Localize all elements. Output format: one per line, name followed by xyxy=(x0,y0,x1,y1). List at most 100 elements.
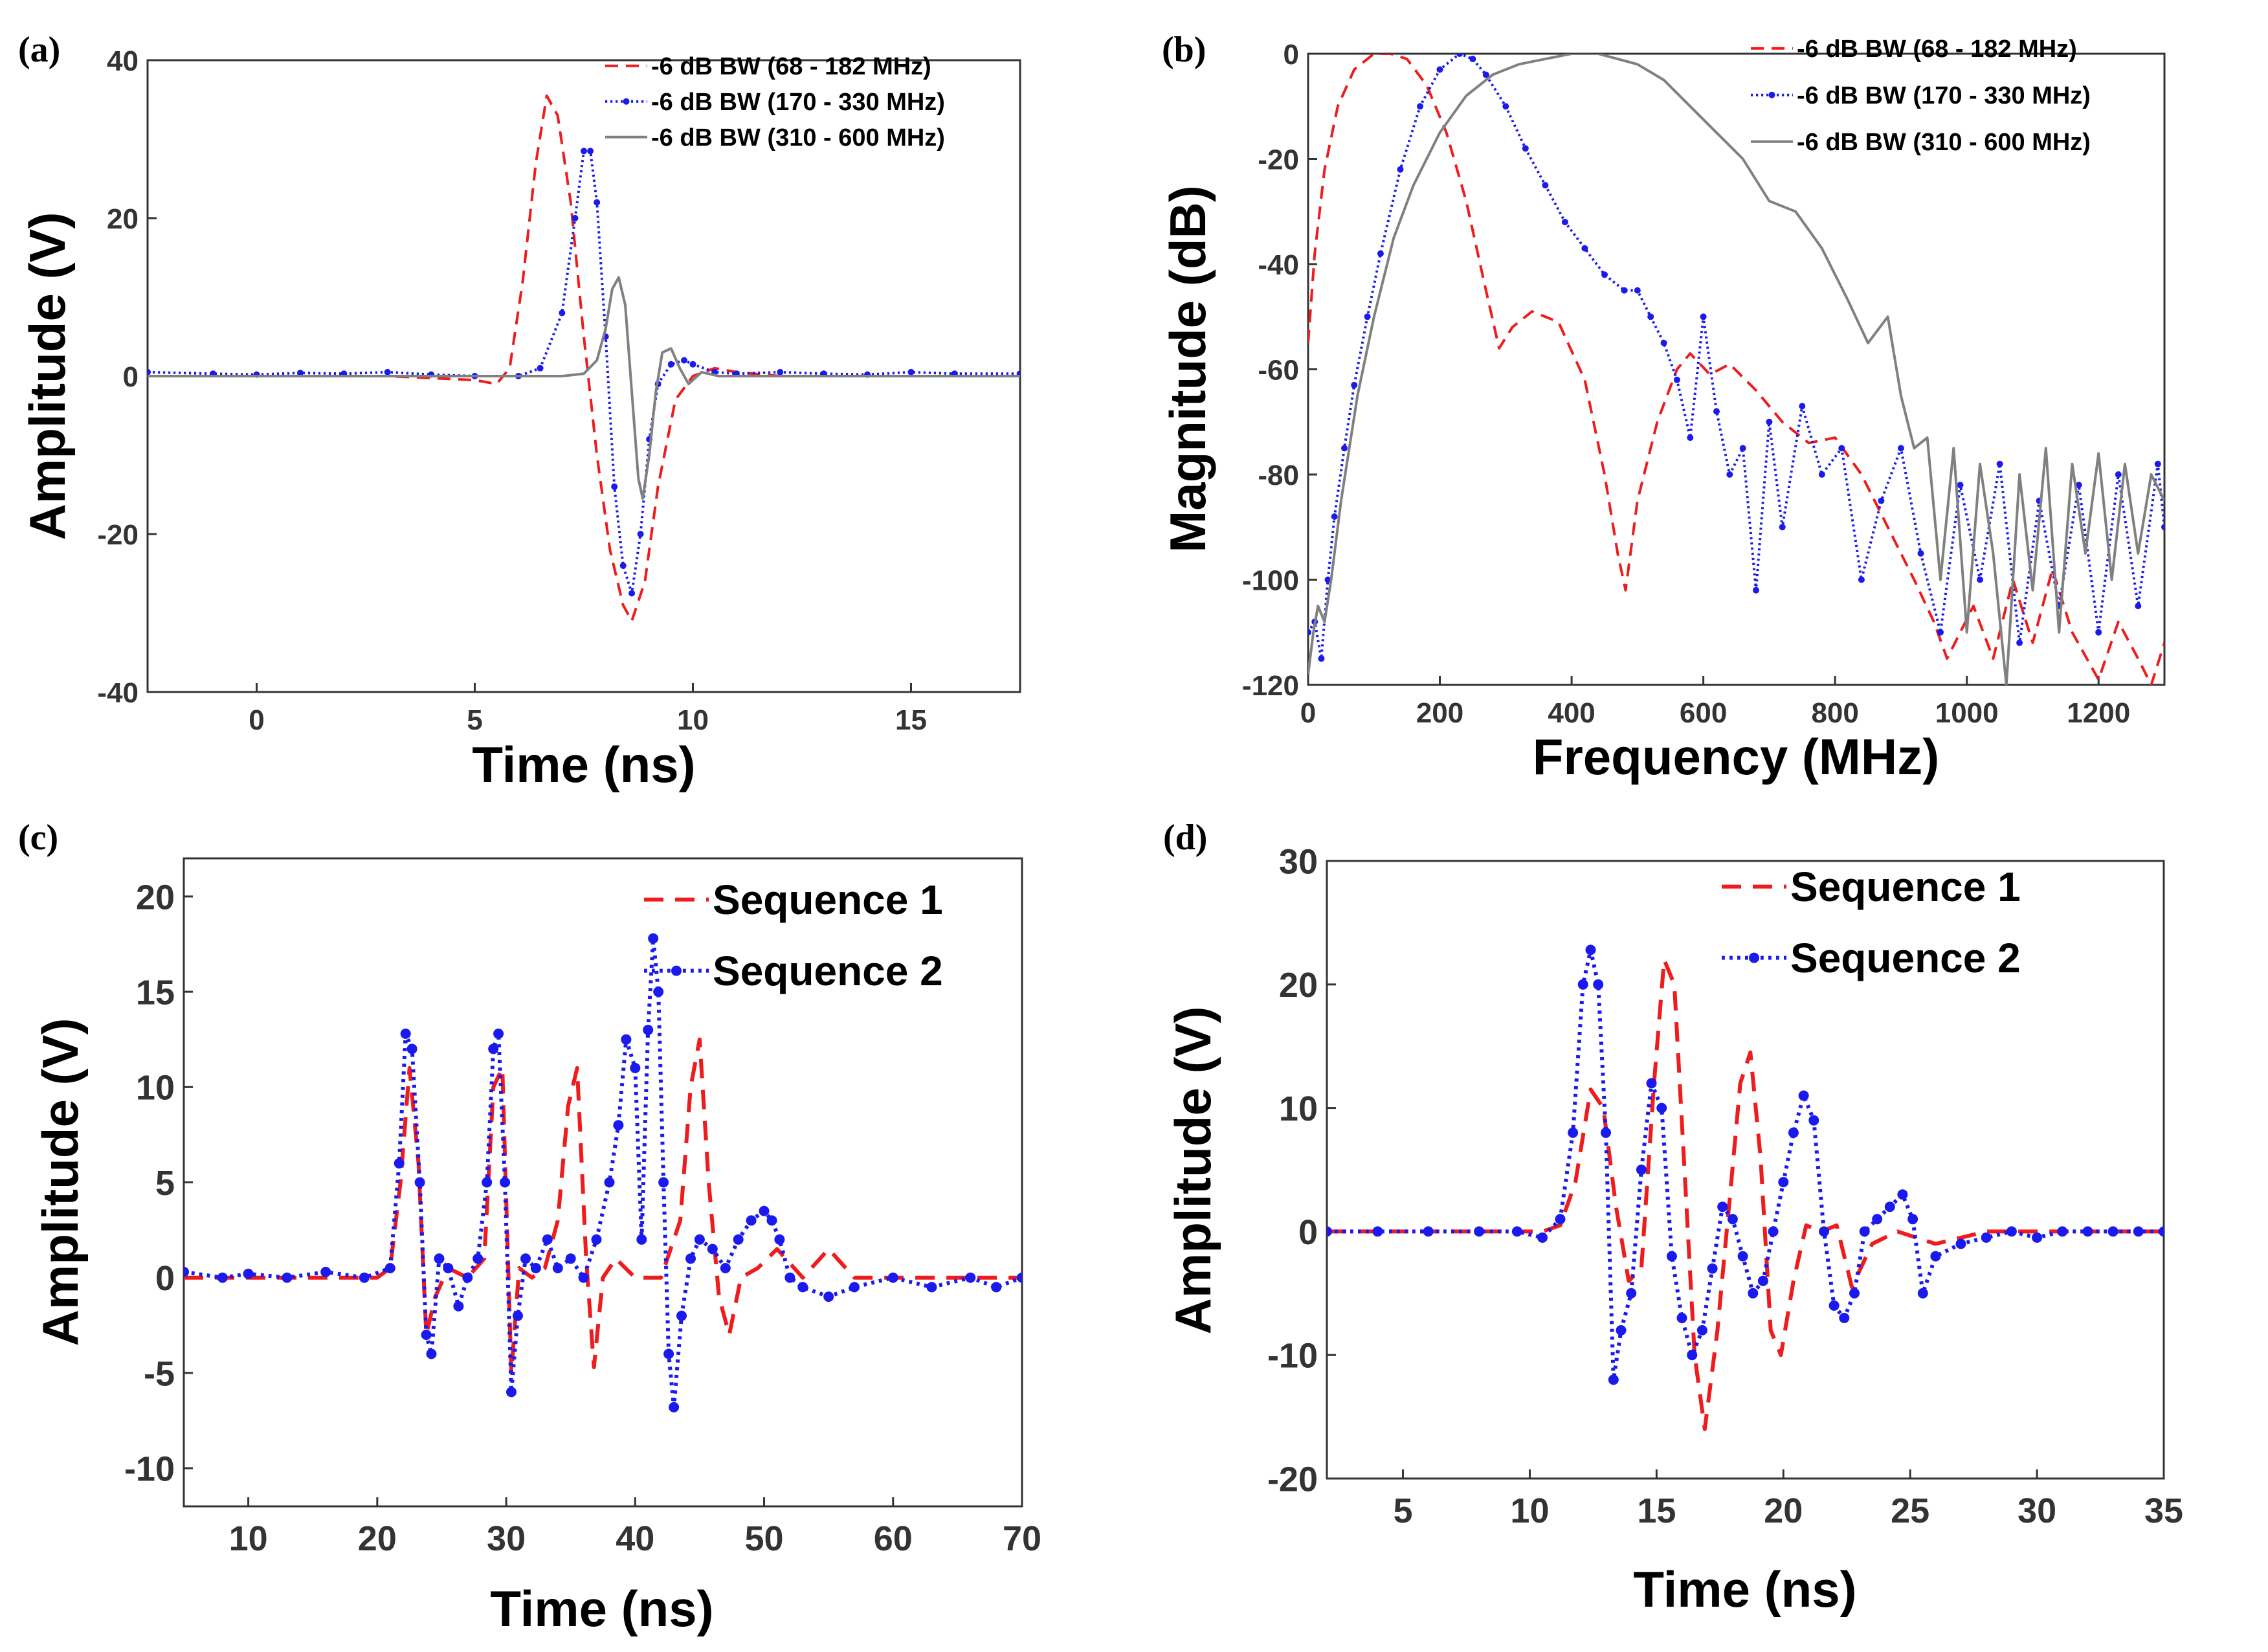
panel-c-data-point xyxy=(887,1272,898,1283)
panel-c-x-axis-label: Time (ns) xyxy=(490,1580,713,1637)
panel-c-y-tick-label: 5 xyxy=(155,1164,175,1203)
panel-a-data-point xyxy=(581,148,587,155)
panel-b-data-point xyxy=(1318,655,1325,662)
panel-b-data-point xyxy=(1456,54,1463,57)
panel-d-data-point xyxy=(1626,1288,1637,1299)
panel-c-data-point xyxy=(774,1234,785,1245)
panel-c-data-point xyxy=(591,1234,602,1245)
panel-a: (a) Time (ns) Amplitude (V) 0 5 10 15 -40 -20… xyxy=(18,30,1021,793)
panel-c-data-point xyxy=(400,1028,411,1039)
panel-d-y-tick-label: 20 xyxy=(1279,966,1318,1005)
panel-d-data-point xyxy=(1884,1201,1895,1212)
panel-d-data-point xyxy=(1907,1214,1918,1225)
panel-b-y-tick-label: -80 xyxy=(1258,460,1299,491)
panel-b-data-point xyxy=(1341,445,1348,452)
panel-a-data-point xyxy=(572,215,579,221)
panel-a-data-point xyxy=(628,590,636,597)
panel-b-data-point xyxy=(1601,271,1608,278)
panel-d-legend-label: Sequence 2 xyxy=(1790,935,2021,981)
panel-c-data-point xyxy=(604,1177,615,1188)
panel-d-data-point xyxy=(1717,1201,1728,1212)
panel-d-data-point xyxy=(1768,1226,1779,1237)
panel-c-data-point xyxy=(733,1234,744,1245)
panel-b-x-tick-label: 400 xyxy=(1548,697,1595,729)
panel-b-data-point xyxy=(1700,313,1707,320)
panel-b-x-tick-label: 800 xyxy=(1811,697,1858,729)
panel-d-x-tick-label: 15 xyxy=(1637,1491,1676,1530)
panel-d-series xyxy=(1327,944,2164,1431)
panel-d-x-tick-label: 35 xyxy=(2144,1491,2183,1530)
panel-a-y-axis-label: Amplitude (V) xyxy=(19,212,76,541)
panel-d-data-point xyxy=(1646,1078,1657,1089)
panel-a-x-tick-label: 0 xyxy=(249,704,264,736)
panel-a-axes: 0 5 10 15 -40 -20 0 20 40 xyxy=(97,45,927,736)
panel-d-data-point xyxy=(1808,1115,1819,1126)
panel-d-y-tick-label: 0 xyxy=(1298,1213,1318,1252)
panel-d: (d) Time (ns) Amplitude (V) 5 10 15 20 25 30 3… xyxy=(1163,818,2183,1618)
panel-c-data-point xyxy=(658,1177,669,1188)
panel-b-data-point xyxy=(2016,640,2023,646)
panel-a-data-point xyxy=(619,562,627,569)
panel-a-data-point xyxy=(689,361,696,368)
panel-c-data-point xyxy=(426,1348,437,1359)
panel-d-axes: 5 10 15 20 25 30 35 -20 -10 0 10 20 30 xyxy=(1267,842,2183,1530)
panel-b-x-tick-label: 0 xyxy=(1300,697,1316,729)
panel-b-axes: 0 200 400 600 800 1000 1200 -120 -100 -80 -60 -40 -2… xyxy=(1242,39,2130,729)
panel-d-data-point xyxy=(1636,1165,1647,1175)
panel-c-data-point xyxy=(320,1266,331,1277)
panel-a-data-point xyxy=(594,199,601,206)
panel-b-series xyxy=(1308,54,2164,685)
panel-b-legend-marker xyxy=(1768,91,1775,98)
panel-c-data-point xyxy=(720,1263,731,1273)
panel-d-data-point xyxy=(1676,1313,1687,1323)
panel-c-data-point xyxy=(669,1401,680,1412)
panel-c-data-point xyxy=(630,1062,641,1073)
panel-d-data-point xyxy=(2057,1226,2068,1237)
panel-c-data-point xyxy=(759,1205,770,1216)
panel-b-data-point xyxy=(2115,471,2122,478)
panel-d-data-point xyxy=(1593,979,1604,990)
panel-b-data-point xyxy=(1799,403,1806,410)
panel-b-data-point xyxy=(1779,524,1786,531)
panel-b-data-point xyxy=(1417,103,1423,110)
panel-d-series-sequence-2-line xyxy=(1327,948,2164,1382)
panel-b-x-tick-label: 600 xyxy=(1680,697,1727,729)
panel-c-x-tick-label: 50 xyxy=(744,1519,783,1558)
panel-b-data-point xyxy=(2154,460,2161,467)
panel-d-data-point xyxy=(1917,1288,1928,1299)
panel-a-data-point xyxy=(637,531,644,537)
panel-c-data-point xyxy=(621,1034,632,1045)
panel-b-data-point xyxy=(1937,629,1944,636)
panel-a-legend-label: -6 dB BW (68 - 182 MHz) xyxy=(651,53,931,80)
panel-c-series-sequence-1-line xyxy=(184,1037,1022,1375)
panel-b-data-point xyxy=(1996,460,2003,467)
panel-d-data-point xyxy=(1839,1313,1850,1323)
panel-d-data-point xyxy=(1327,1226,1332,1237)
panel-d-y-tick-label: -10 xyxy=(1267,1337,1318,1376)
panel-b-y-tick-label: -60 xyxy=(1258,354,1299,386)
panel-d-y-tick-label: 30 xyxy=(1279,842,1318,881)
panel-d-data-point xyxy=(1511,1226,1522,1237)
panel-a-series-6-db-bw-310-600-mhz-line xyxy=(148,276,1020,500)
panel-b-data-point xyxy=(1687,434,1694,441)
panel-c-data-point xyxy=(991,1282,1002,1293)
panel-d-x-tick-label: 5 xyxy=(1394,1491,1413,1530)
panel-b-data-point xyxy=(1482,71,1489,78)
panel-c-data-point xyxy=(565,1253,576,1264)
panel-c-data-point xyxy=(493,1028,504,1039)
panel-b-data-point xyxy=(1713,408,1720,415)
panel-c-data-point xyxy=(685,1253,696,1264)
panel-b-x-axis-label: Frequency (MHz) xyxy=(1533,728,1939,785)
panel-c-data-point xyxy=(648,933,659,944)
panel-b-x-tick-label: 200 xyxy=(1416,697,1463,729)
panel-d-legend-marker xyxy=(1749,952,1759,963)
panel-b: (b) Frequency (MHz) Magnitude (dB) 0 200 4… xyxy=(1159,30,2166,785)
panel-c-data-point xyxy=(520,1253,531,1264)
panel-b-y-tick-label: -100 xyxy=(1242,564,1299,596)
panel-d-data-point xyxy=(2082,1226,2093,1237)
panel-b-series-6-db-bw-310-600-mhz-line xyxy=(1308,54,2164,685)
panel-d-data-point xyxy=(1585,944,1596,955)
panel-a-data-point xyxy=(384,368,391,375)
panel-d-data-point xyxy=(2133,1226,2144,1237)
